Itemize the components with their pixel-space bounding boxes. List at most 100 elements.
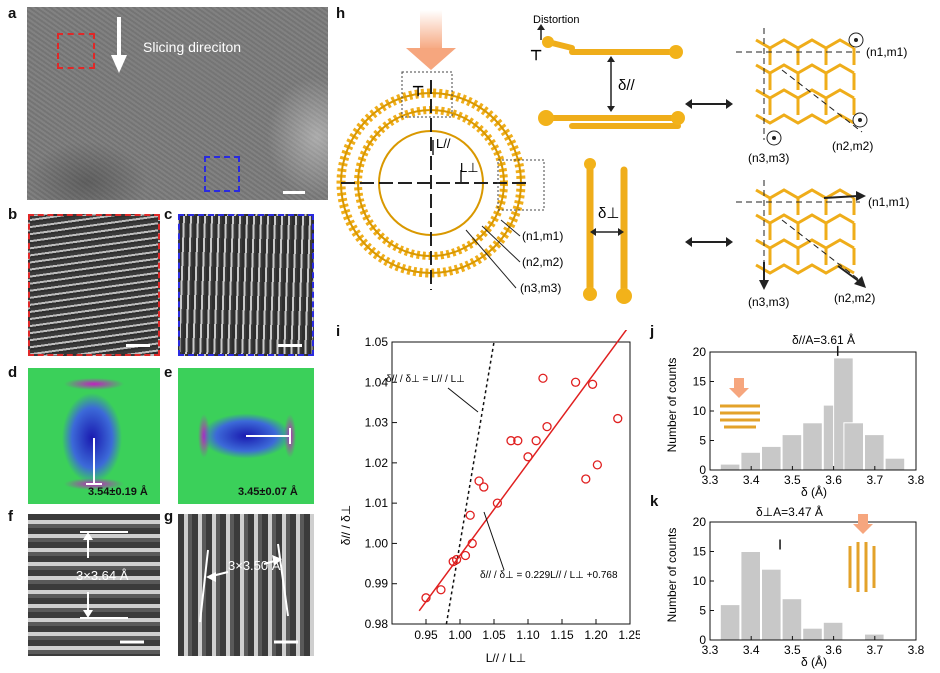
y-tick-label-i: 1.02 — [365, 456, 389, 470]
x-tick-label-i: 1.05 — [482, 628, 506, 642]
y-tick-label-i: 0.99 — [365, 577, 389, 591]
scatter-point — [581, 474, 591, 484]
x-tick-label: 3.3 — [702, 643, 719, 657]
honeycomb-lower-n3m3: (n3,m3) — [748, 295, 789, 309]
x-tick-label: 3.6 — [825, 643, 842, 657]
histogram-bar — [761, 445, 782, 471]
slicing-direction-label: Slicing direciton — [143, 39, 242, 55]
x-tick-label: 3.3 — [702, 473, 719, 487]
scatter-point — [613, 413, 623, 424]
x-tick-label: 3.8 — [908, 643, 925, 657]
histogram-bar — [740, 551, 762, 641]
panel-label-g: g — [164, 508, 174, 525]
histogram-bar — [802, 627, 823, 641]
panel-label-k: k — [650, 493, 659, 510]
scatter-point — [592, 460, 603, 470]
y-tick-label: 10 — [693, 404, 707, 418]
slicing-arrow-icon — [111, 17, 127, 73]
lattice-image-f: 3×3.64 Å — [28, 514, 160, 656]
panel-label-a: a — [8, 5, 17, 22]
lattice-value-f: 3×3.64 Å — [76, 568, 129, 583]
x-tick-label: 3.6 — [825, 473, 842, 487]
honeycomb-lower-n1m1: (n1,m1) — [868, 195, 909, 209]
scale-bar — [283, 191, 305, 194]
y-tick-label: 15 — [693, 545, 707, 559]
y-tick-label: 5 — [699, 434, 706, 448]
histogram-bar — [864, 633, 885, 641]
fit-line — [418, 330, 628, 612]
x-tick-label-i: 1.15 — [550, 628, 574, 642]
histogram-j: Number of counts δ (Å) δ//A=3.61 Å 3.3 3.… — [665, 332, 925, 499]
histogram-bar — [781, 598, 803, 641]
label-n1m1: (n1,m1) — [522, 229, 563, 243]
histogram-bar — [822, 621, 844, 641]
scatter-point — [474, 476, 484, 486]
scatter-point — [460, 550, 471, 561]
x-tick-label: 3.5 — [784, 473, 801, 487]
x-tick-label: 3.5 — [784, 643, 801, 657]
x-tick-label-i: 1.25 — [618, 628, 640, 642]
histogram-bar — [864, 434, 885, 471]
y-tick-label: 0 — [699, 633, 706, 647]
scale-bar — [278, 344, 302, 347]
y-tick-label-i: 0.98 — [365, 617, 389, 631]
parallel-layers — [543, 39, 681, 129]
scatter-point — [587, 379, 598, 389]
scatter-point — [421, 593, 431, 603]
y-tick-label: 20 — [693, 345, 707, 359]
honeycomb-lower-n2m2: (n2,m2) — [834, 291, 875, 305]
L-perp-label: L⊥ — [460, 160, 479, 175]
histogram-bar — [884, 457, 906, 471]
ylabel-j: Number of counts — [665, 358, 679, 453]
panel-label-f: f — [8, 508, 13, 525]
lattice-value-g: 3×3.50 Å — [228, 558, 281, 573]
plot-frame-i — [391, 341, 631, 625]
L-par-label: L// — [436, 136, 451, 151]
histogram-k: Number of counts δ (Å) δ⊥A=3.47 Å 3.3 3.4… — [665, 504, 925, 669]
scatter-point — [531, 436, 541, 446]
honeycomb-upper — [755, 38, 856, 125]
y-tick-label: 0 — [699, 463, 706, 477]
honeycomb-upper-n3m3: (n3,m3) — [748, 151, 789, 165]
scatter-point — [451, 554, 462, 565]
scatter-point — [506, 436, 516, 446]
scatter-point — [538, 373, 548, 383]
slicing-direction-arrow-icon — [420, 10, 442, 50]
scatter-point — [523, 452, 533, 462]
y-tick-label-i: 1.00 — [365, 536, 389, 550]
y-tick-label: 15 — [693, 375, 707, 389]
panel-label-d: d — [8, 364, 18, 381]
scatter-chart-i: δ// / δ⊥ L// / L⊥ δ// / δ⊥ = L// / L⊥ δ/… — [339, 330, 640, 665]
x-tick-label-i: 1.20 — [584, 628, 608, 642]
y-tick-label: 10 — [693, 574, 707, 588]
delta-par-label: δ// — [618, 77, 636, 94]
ylabel-k: Number of counts — [665, 528, 679, 623]
honeycomb-upper-n1m1: (n1,m1) — [866, 45, 907, 59]
label-n2m2: (n2,m2) — [522, 255, 563, 269]
fft-value-e: 3.45±0.07 Å — [238, 486, 298, 498]
identity-label: δ// / δ⊥ = L// / L⊥ — [386, 374, 465, 385]
panel-label-b: b — [8, 206, 18, 223]
identity-label-leader — [447, 387, 479, 413]
scatter-point — [467, 538, 477, 549]
x-tick-label: 3.7 — [866, 473, 883, 487]
xlabel-j: δ (Å) — [801, 484, 827, 499]
inset-perpendicular-icon — [848, 514, 876, 592]
y-tick-label: 20 — [693, 515, 707, 529]
scale-bar — [126, 344, 150, 347]
x-tick-label-i: 0.95 — [414, 628, 438, 642]
x-tick-label: 3.7 — [866, 643, 883, 657]
ylabel-i: δ// / δ⊥ — [339, 505, 353, 545]
xlabel-i: L// / L⊥ — [486, 651, 526, 665]
fft-value-d: 3.54±0.19 Å — [88, 486, 148, 498]
svg-text:⊤: ⊤ — [530, 47, 542, 63]
scatter-point — [479, 482, 489, 492]
label-n3m3: (n3,m3) — [520, 281, 561, 295]
red-roi-box — [57, 33, 95, 69]
histogram-bar — [719, 463, 741, 471]
distortion-label: Distortion — [533, 14, 579, 26]
fit-label: δ// / δ⊥ = 0.229L// / L⊥ +0.768 — [480, 570, 618, 581]
panel-label-c: c — [164, 206, 173, 223]
histogram-bar — [802, 422, 823, 471]
fit-label-leader — [483, 511, 505, 571]
